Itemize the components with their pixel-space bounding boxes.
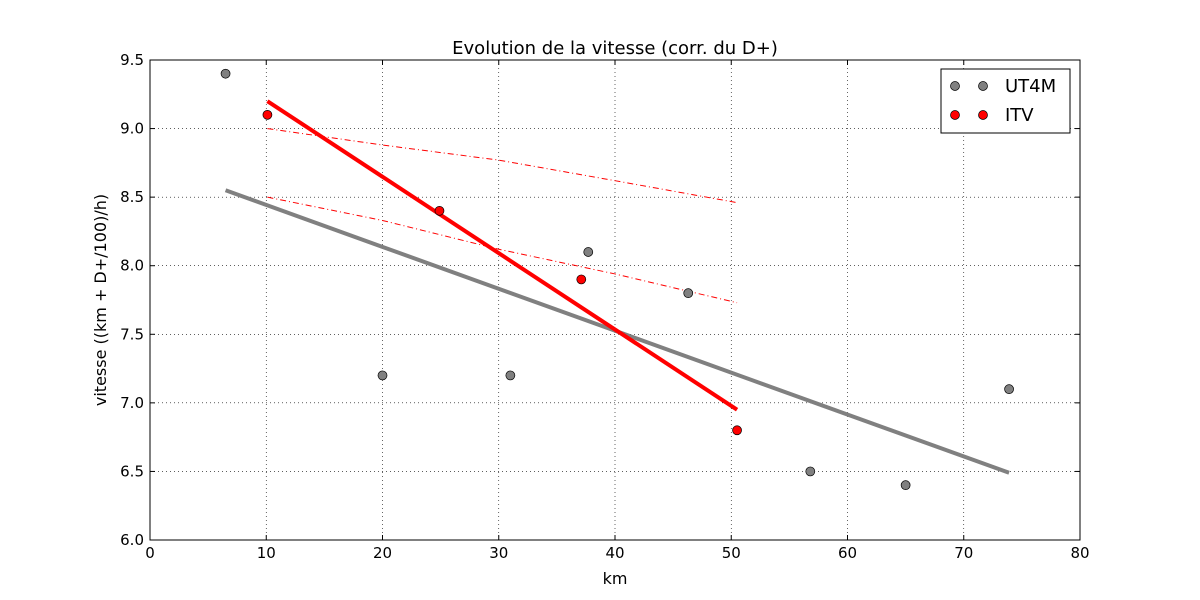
x-axis-label: km — [603, 569, 628, 588]
x-tick-label: 0 — [145, 544, 155, 562]
bound-line-itv — [267, 128, 738, 204]
point-itv — [732, 425, 742, 436]
point-ut4m — [377, 370, 388, 381]
legend-marker-ut4m — [978, 81, 988, 91]
x-tick-label: 80 — [1070, 544, 1089, 562]
legend: UT4M ITV — [940, 68, 1071, 134]
legend-frame — [940, 68, 1071, 134]
x-tick-label: 60 — [838, 544, 857, 562]
x-tick-label: 10 — [257, 544, 276, 562]
point-ut4m — [1004, 384, 1014, 394]
y-tick-label: 7.0 — [120, 394, 144, 412]
y-axis-label: vitesse ((km + D+/100)/h) — [91, 194, 110, 406]
legend-label-ut4m: UT4M — [1005, 76, 1056, 97]
confidence-bounds — [267, 128, 738, 304]
grid — [150, 60, 1080, 540]
y-tick-label: 8.5 — [120, 188, 144, 206]
y-tick-label: 7.5 — [120, 325, 144, 343]
y-tick-label: 8.0 — [120, 257, 144, 275]
y-tick-label: 6.0 — [120, 531, 144, 549]
point-itv — [262, 110, 273, 120]
point-itv — [434, 206, 445, 216]
trend-lines — [224, 99, 1010, 475]
point-ut4m — [683, 288, 694, 298]
point-ut4m — [505, 370, 516, 381]
legend-marker-itv — [950, 110, 960, 120]
point-ut4m — [805, 466, 816, 477]
x-tick-label: 50 — [722, 544, 741, 562]
legend-label-itv: ITV — [1005, 105, 1034, 126]
y-tick-label: 9.5 — [120, 51, 144, 69]
chart-title: Evolution de la vitesse (corr. du D+) — [452, 38, 778, 59]
point-ut4m — [583, 247, 594, 257]
x-tick-label: 70 — [954, 544, 973, 562]
data-points — [220, 68, 1014, 490]
legend-marker-itv — [978, 110, 988, 120]
point-ut4m — [900, 480, 911, 490]
legend-marker-ut4m — [950, 81, 960, 91]
point-itv — [576, 274, 587, 285]
bound-line-itv — [267, 196, 738, 304]
x-tick-label: 30 — [489, 544, 508, 562]
point-ut4m — [220, 68, 231, 79]
trend-line-itv — [266, 99, 739, 412]
axis-ticks: 0 10 20 30 40 50 60 70 80 6.0 6.5 7.0 7.5 8.0 8.5 9.0 9.… — [120, 51, 1089, 562]
y-tick-label: 6.5 — [120, 462, 144, 480]
x-tick-label: 20 — [373, 544, 392, 562]
x-tick-label: 40 — [605, 544, 624, 562]
y-tick-label: 9.0 — [120, 120, 144, 138]
